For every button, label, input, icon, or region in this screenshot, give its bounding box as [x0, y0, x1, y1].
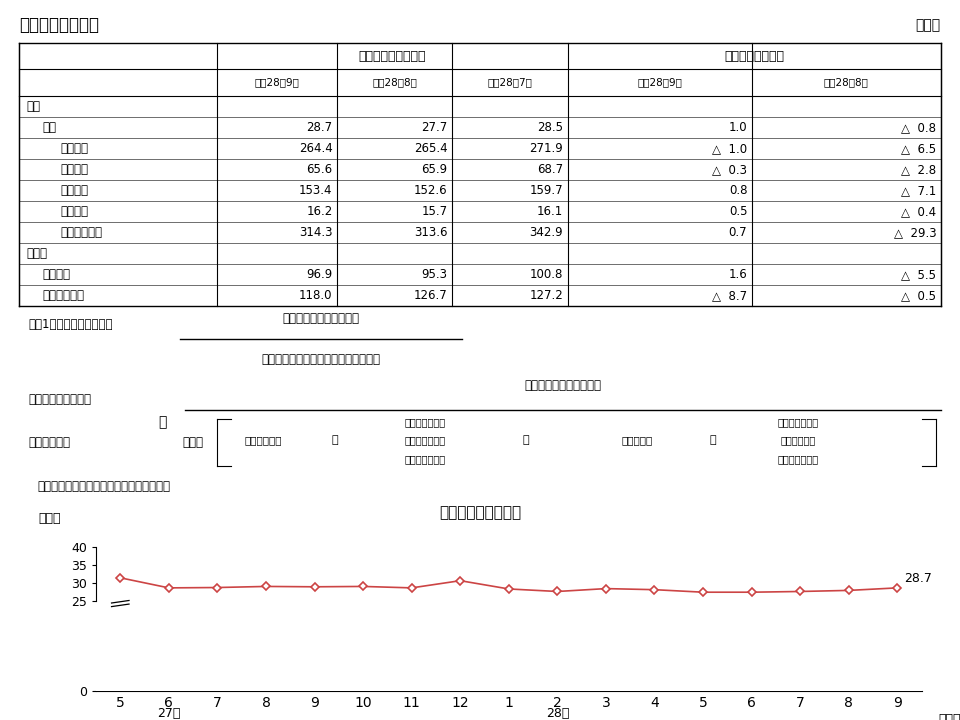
- Text: 療養病床: 療養病床: [60, 184, 88, 197]
- Text: 16.2: 16.2: [306, 205, 332, 218]
- Text: 264.4: 264.4: [299, 142, 332, 155]
- Text: 平均在院日数（日）: 平均在院日数（日）: [359, 50, 426, 63]
- Text: 移された患者数: 移された患者数: [778, 454, 819, 464]
- Text: △  8.7: △ 8.7: [712, 289, 747, 302]
- Text: 病院の平均在院日数: 病院の平均在院日数: [439, 505, 521, 521]
- Text: 28.7: 28.7: [904, 572, 932, 585]
- Text: 28.7: 28.7: [306, 121, 332, 134]
- Text: ＋: ＋: [331, 435, 338, 445]
- Text: △  2.8: △ 2.8: [901, 163, 936, 176]
- Text: ＋: ＋: [709, 435, 716, 445]
- Text: 新入院患者数: 新入院患者数: [245, 435, 282, 445]
- Text: 314.3: 314.3: [300, 226, 332, 239]
- Text: △  6.5: △ 6.5: [901, 142, 936, 155]
- Text: 28年: 28年: [545, 707, 569, 720]
- Text: 療養病床: 療養病床: [42, 268, 70, 281]
- Text: （日）: （日）: [38, 512, 60, 525]
- Text: 病院: 病院: [27, 100, 40, 113]
- Text: 平成28年9月: 平成28年9月: [637, 78, 683, 88]
- Text: ＋: ＋: [523, 435, 529, 445]
- Text: △  0.8: △ 0.8: [901, 121, 936, 134]
- Text: ただし、療養病床の: ただし、療養病床の: [29, 393, 91, 406]
- Text: 65.9: 65.9: [421, 163, 447, 176]
- Text: 159.7: 159.7: [529, 184, 563, 197]
- Text: 100.8: 100.8: [530, 268, 563, 281]
- Text: 28.5: 28.5: [537, 121, 563, 134]
- Text: △  0.4: △ 0.4: [901, 205, 936, 218]
- Text: 平成28年8月: 平成28年8月: [824, 78, 869, 88]
- Text: 平均在院日数: 平均在院日数: [29, 436, 70, 449]
- Text: 診療所: 診療所: [27, 247, 48, 260]
- Text: １／２: １／２: [182, 436, 204, 449]
- Text: 一般病床: 一般病床: [60, 205, 88, 218]
- Text: の他の病床へ: の他の病床へ: [780, 435, 816, 445]
- Text: 平成28年8月: 平成28年8月: [372, 78, 418, 88]
- Text: 0.7: 0.7: [729, 226, 747, 239]
- Text: 16.1: 16.1: [537, 205, 563, 218]
- Text: （月）: （月）: [938, 714, 960, 720]
- Text: 結核病床: 結核病床: [60, 163, 88, 176]
- Text: 対前月増減（日）: 対前月増減（日）: [724, 50, 784, 63]
- Text: 68.7: 68.7: [537, 163, 563, 176]
- Text: 27年: 27年: [157, 707, 180, 720]
- Text: 退院患者数: 退院患者数: [621, 435, 652, 445]
- Text: 1.0: 1.0: [729, 121, 747, 134]
- Text: △  0.5: △ 0.5: [901, 289, 936, 302]
- Text: 0.5: 0.5: [729, 205, 747, 218]
- Text: 153.4: 153.4: [300, 184, 332, 197]
- Text: 95.3: 95.3: [421, 268, 447, 281]
- Text: 在　院　患　者　延　数: 在 院 患 者 延 数: [282, 312, 360, 325]
- Text: 総数: 総数: [42, 121, 57, 134]
- Text: 15.7: 15.7: [421, 205, 447, 218]
- Text: 126.7: 126.7: [414, 289, 447, 302]
- Text: 1.6: 1.6: [729, 268, 747, 281]
- Text: 同一医療機関内: 同一医療機関内: [404, 417, 445, 427]
- Text: 65.6: 65.6: [306, 163, 332, 176]
- Text: △  29.3: △ 29.3: [894, 226, 936, 239]
- Text: △  1.0: △ 1.0: [712, 142, 747, 155]
- Text: 在　院　患　者　延　数: 在 院 患 者 延 数: [524, 379, 602, 392]
- Text: 注：1）　平均在院日数＝: 注：1） 平均在院日数＝: [29, 318, 113, 331]
- Text: ３．平均在院日数: ３．平均在院日数: [19, 17, 99, 34]
- Text: 96.9: 96.9: [306, 268, 332, 281]
- Text: 27.7: 27.7: [421, 121, 447, 134]
- Text: 118.0: 118.0: [300, 289, 332, 302]
- Text: 342.9: 342.9: [529, 226, 563, 239]
- Text: △  5.5: △ 5.5: [901, 268, 936, 281]
- Text: 152.6: 152.6: [414, 184, 447, 197]
- Text: 各月間: 各月間: [916, 18, 941, 32]
- Text: 同一医療機関内: 同一医療機関内: [778, 417, 819, 427]
- Text: ２）　病院の総数には感染症病床を含む。: ２） 病院の総数には感染症病床を含む。: [37, 480, 171, 492]
- Text: 平成28年9月: 平成28年9月: [254, 78, 300, 88]
- Text: △  7.1: △ 7.1: [900, 184, 936, 197]
- Bar: [96, 605, 960, 691]
- Text: 265.4: 265.4: [414, 142, 447, 155]
- Text: 精神病床: 精神病床: [60, 142, 88, 155]
- Text: 移された患者数: 移された患者数: [404, 454, 445, 464]
- Text: ＝: ＝: [157, 415, 166, 429]
- Text: 平成28年7月: 平成28年7月: [488, 78, 533, 88]
- Text: の他の病床から: の他の病床から: [404, 435, 445, 445]
- Text: 0.8: 0.8: [729, 184, 747, 197]
- Text: 313.6: 313.6: [415, 226, 447, 239]
- Text: 介護療養病床: 介護療養病床: [42, 289, 84, 302]
- Text: 介護療養病床: 介護療養病床: [60, 226, 103, 239]
- Text: △  0.3: △ 0.3: [712, 163, 747, 176]
- Text: 127.2: 127.2: [529, 289, 563, 302]
- Text: 271.9: 271.9: [529, 142, 563, 155]
- Text: １／２（新入院患者数＋退院患者数）: １／２（新入院患者数＋退院患者数）: [261, 354, 380, 366]
